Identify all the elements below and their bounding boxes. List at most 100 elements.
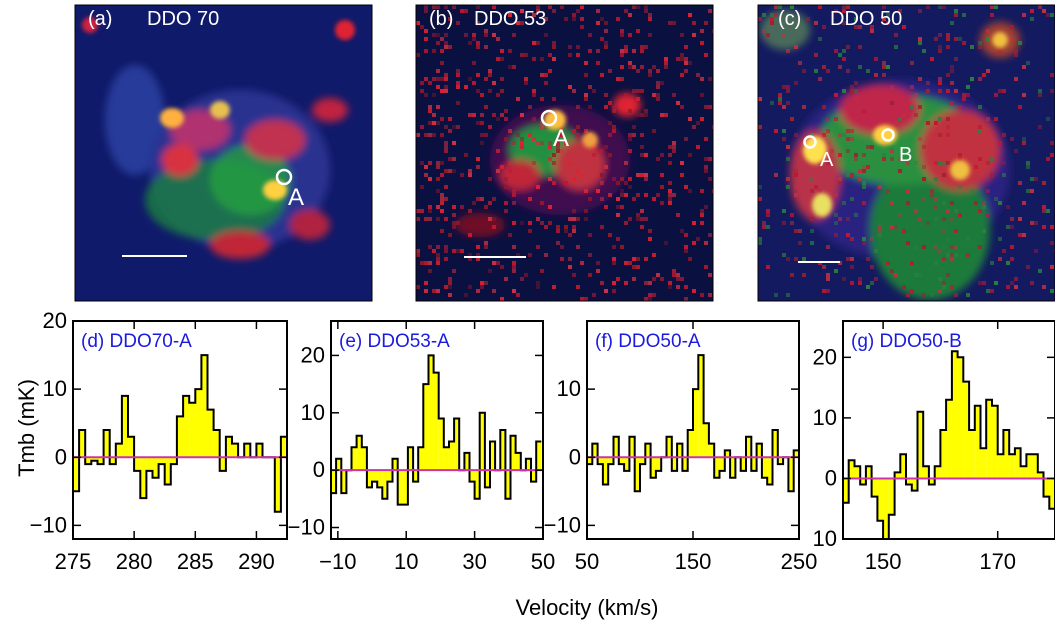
- noise-pixel: [604, 93, 608, 97]
- noise-pixel: [906, 161, 910, 165]
- noise-pixel: [1046, 209, 1050, 213]
- noise-pixel: [476, 45, 480, 49]
- noise-pixel: [990, 261, 994, 265]
- noise-pixel: [592, 153, 596, 157]
- spectrum-line: [843, 350, 1055, 539]
- noise-pixel: [648, 237, 652, 241]
- noise-pixel: [444, 245, 448, 249]
- noise-pixel: [436, 121, 440, 125]
- noise-pixel: [1014, 53, 1018, 57]
- noise-pixel: [448, 129, 452, 133]
- noise-pixel: [548, 221, 552, 225]
- noise-pixel: [1026, 189, 1030, 193]
- noise-pixel: [862, 153, 866, 157]
- noise-pixel: [480, 133, 484, 137]
- noise-pixel: [484, 77, 488, 81]
- noise-pixel: [846, 129, 850, 133]
- spectrum-bar: [934, 466, 941, 479]
- noise-pixel: [592, 89, 596, 93]
- noise-pixel: [688, 117, 692, 121]
- noise-pixel: [456, 249, 460, 253]
- noise-pixel: [616, 197, 620, 201]
- noise-pixel: [636, 97, 640, 101]
- spectrum-bar: [708, 443, 715, 458]
- noise-pixel: [476, 245, 480, 249]
- noise-pixel: [834, 117, 838, 121]
- noise-pixel: [628, 217, 632, 221]
- noise-pixel: [708, 9, 712, 13]
- noise-pixel: [1002, 249, 1006, 253]
- noise-pixel: [660, 113, 664, 117]
- noise-pixel: [850, 281, 854, 285]
- noise-pixel: [564, 229, 568, 233]
- noise-pixel: [1002, 161, 1006, 165]
- noise-pixel: [938, 249, 942, 253]
- noise-pixel: [476, 73, 480, 77]
- x-tick-label: 170: [979, 549, 1016, 574]
- noise-pixel: [424, 165, 428, 169]
- noise-pixel: [460, 173, 464, 177]
- noise-pixel: [552, 41, 556, 45]
- noise-pixel: [512, 269, 516, 273]
- noise-pixel: [1042, 9, 1046, 13]
- noise-pixel: [708, 105, 712, 109]
- noise-pixel: [560, 245, 564, 249]
- noise-pixel: [504, 185, 508, 189]
- noise-pixel: [858, 169, 862, 173]
- noise-pixel: [842, 277, 846, 281]
- spectrum-panel: −10 0 10 50 150 250 (f) DDO50-A: [544, 320, 817, 574]
- noise-pixel: [468, 77, 472, 81]
- noise-pixel: [420, 161, 424, 165]
- noise-pixel: [942, 173, 946, 177]
- noise-pixel: [950, 201, 954, 205]
- noise-pixel: [810, 229, 814, 233]
- noise-pixel: [616, 277, 620, 281]
- noise-pixel: [942, 257, 946, 261]
- noise-pixel: [512, 33, 516, 37]
- noise-pixel: [428, 133, 432, 137]
- noise-pixel: [770, 101, 774, 105]
- noise-pixel: [464, 85, 468, 89]
- noise-pixel: [700, 189, 704, 193]
- noise-pixel: [962, 97, 966, 101]
- noise-pixel: [468, 169, 472, 173]
- noise-pixel: [620, 49, 624, 53]
- noise-pixel: [822, 265, 826, 269]
- noise-pixel: [954, 253, 958, 257]
- noise-pixel: [492, 261, 496, 265]
- spectrum-bar: [1014, 448, 1021, 479]
- noise-pixel: [838, 217, 842, 221]
- noise-pixel: [700, 117, 704, 121]
- spectrum-bar: [407, 447, 414, 471]
- noise-pixel: [902, 113, 906, 117]
- noise-pixel: [552, 97, 556, 101]
- noise-pixel: [858, 177, 862, 181]
- noise-pixel: [452, 249, 456, 253]
- noise-pixel: [934, 217, 938, 221]
- noise-pixel: [644, 281, 648, 285]
- noise-pixel: [440, 49, 444, 53]
- noise-pixel: [428, 177, 432, 181]
- noise-pixel: [826, 129, 830, 133]
- noise-pixel: [456, 101, 460, 105]
- noise-pixel: [874, 57, 878, 61]
- noise-pixel: [644, 173, 648, 177]
- noise-pixel: [596, 261, 600, 265]
- axes-frame: [330, 320, 544, 540]
- noise-pixel: [560, 149, 564, 153]
- noise-pixel: [432, 121, 436, 125]
- noise-pixel: [428, 121, 432, 125]
- emission-map: [455, 93, 641, 237]
- noise-pixel: [548, 205, 552, 209]
- noise-pixel: [464, 9, 468, 13]
- noise-pixel: [696, 73, 700, 77]
- noise-pixel: [680, 173, 684, 177]
- noise-pixel: [544, 125, 548, 129]
- noise-pixel: [782, 129, 786, 133]
- noise-pixel: [758, 125, 762, 129]
- noise-pixel: [938, 117, 942, 121]
- noise-pixel: [814, 69, 818, 73]
- noise-pixel: [416, 21, 420, 25]
- noise-pixel: [444, 89, 448, 93]
- noise-pixel: [826, 69, 830, 73]
